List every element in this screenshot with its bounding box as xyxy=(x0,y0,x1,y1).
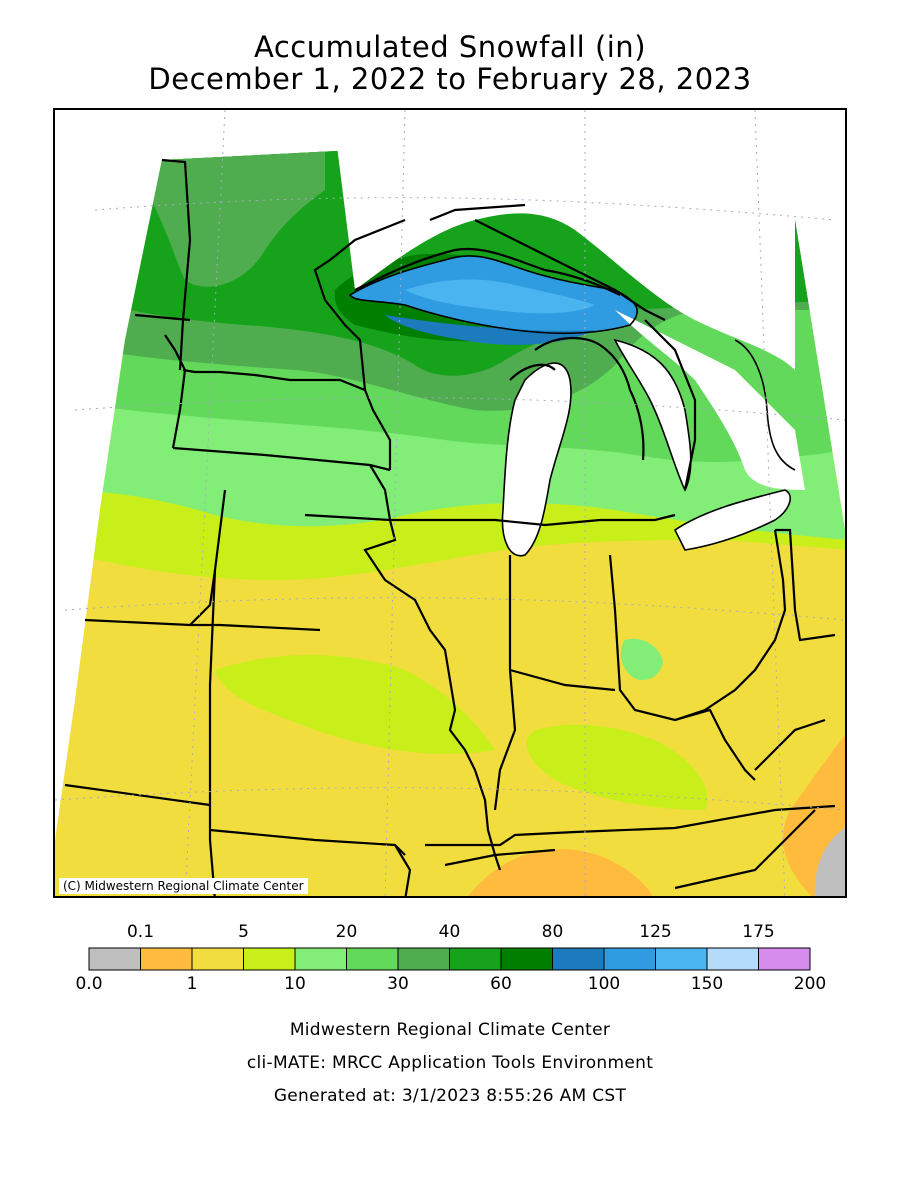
legend-swatch xyxy=(449,947,502,971)
map-title: Accumulated Snowfall (in) xyxy=(253,30,647,64)
copyright-notice: (C) Midwestern Regional Climate Center xyxy=(59,878,308,894)
legend-swatch xyxy=(294,947,347,971)
legend-top-label: 125 xyxy=(639,922,672,942)
legend-swatch xyxy=(397,947,450,971)
state-boundaries xyxy=(64,158,836,896)
map-graphic xyxy=(55,110,845,896)
legend-top-label: 175 xyxy=(742,922,775,942)
legend-swatch xyxy=(88,947,141,971)
footer-organization: Midwestern Regional Climate Center xyxy=(289,1020,611,1040)
legend-swatch xyxy=(603,947,656,971)
legend-bottom-label: 200 xyxy=(793,974,827,994)
legend-bottom-label: 1 xyxy=(186,974,198,994)
map-subtitle: December 1, 2022 to February 28, 2023 xyxy=(148,62,752,96)
legend-top-label: 20 xyxy=(335,922,358,942)
legend-top-label: 40 xyxy=(438,922,461,942)
legend-swatch xyxy=(243,947,296,971)
legend-swatch xyxy=(552,947,605,971)
legend-bottom-label: 30 xyxy=(387,974,409,994)
legend-swatch xyxy=(758,947,811,971)
legend-bottom-label: 10 xyxy=(284,974,306,994)
footer-tool: cli-MATE: MRCC Application Tools Environ… xyxy=(246,1053,654,1073)
legend-swatch xyxy=(500,947,553,971)
legend-bar xyxy=(88,947,811,971)
snowfall-map: (C) Midwestern Regional Climate Center xyxy=(53,108,847,898)
legend-top-label: 5 xyxy=(238,922,249,942)
grid-lines xyxy=(55,110,845,896)
legend-swatch xyxy=(346,947,399,971)
footer-timestamp: Generated at: 3/1/2023 8:55:26 AM CST xyxy=(273,1086,627,1106)
lake-outlines xyxy=(348,255,796,557)
legend-bottom-label: 150 xyxy=(690,974,724,994)
legend-top-label: 80 xyxy=(541,922,564,942)
legend-top-label: 0.1 xyxy=(126,922,155,942)
color-legend: 0.1 5 20 40 80 125 175 0.0 1 10 30 60 100 150 200 xyxy=(0,920,900,1000)
legend-swatch xyxy=(140,947,193,971)
lakes xyxy=(335,130,805,556)
legend-swatch xyxy=(706,947,759,971)
legend-swatch xyxy=(655,947,708,971)
legend-bottom-label: 100 xyxy=(587,974,621,994)
legend-bottom-label: 60 xyxy=(490,974,512,994)
legend-bottom-label: 0.0 xyxy=(75,974,103,994)
legend-swatch xyxy=(191,947,244,971)
